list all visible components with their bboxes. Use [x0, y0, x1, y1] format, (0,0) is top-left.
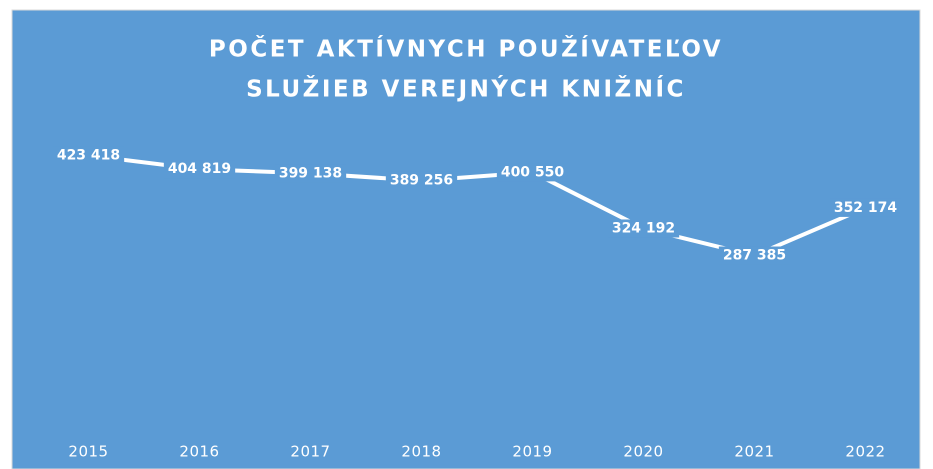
x-tick-label: 2020 — [623, 443, 663, 461]
x-tick-label: 2022 — [845, 443, 885, 461]
value-label: 399 138 — [279, 165, 342, 181]
value-label-background — [385, 171, 458, 190]
value-label-background — [496, 163, 569, 182]
x-tick-label: 2015 — [68, 443, 108, 461]
value-label: 324 192 — [612, 220, 675, 236]
x-tick-label: 2019 — [512, 443, 552, 461]
value-label: 352 174 — [834, 200, 898, 216]
value-label: 423 418 — [57, 148, 120, 164]
value-label: 404 819 — [168, 161, 231, 177]
value-label: 287 385 — [723, 248, 786, 264]
x-tick-label: 2017 — [290, 443, 330, 461]
value-label-background — [52, 146, 125, 165]
value-label: 400 550 — [501, 164, 565, 180]
value-label-background — [163, 160, 236, 179]
value-label-background — [607, 219, 680, 238]
x-tick-label: 2016 — [179, 443, 219, 461]
chart-title: POČET AKTÍVNYCH POUŽÍVATEĽOV — [209, 35, 723, 63]
chart-title: SLUŽIEB VEREJNÝCH KNIŽNÍC — [246, 75, 686, 103]
value-label-background — [829, 198, 902, 217]
value-label-background — [718, 246, 791, 265]
plot-background — [11, 9, 921, 469]
value-label-background — [274, 164, 347, 183]
x-tick-label: 2018 — [401, 443, 441, 461]
value-label: 389 256 — [390, 173, 453, 189]
x-tick-label: 2021 — [734, 443, 774, 461]
